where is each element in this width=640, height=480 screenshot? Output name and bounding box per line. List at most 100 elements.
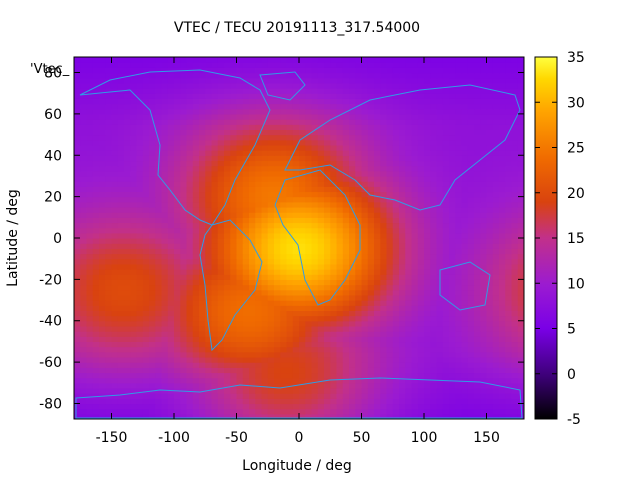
- heatmap-cell: [311, 144, 319, 151]
- heatmap-cell: [149, 62, 156, 68]
- heatmap-cell: [424, 413, 431, 419]
- heatmap-cell: [380, 119, 388, 125]
- heatmap-cell: [149, 181, 156, 187]
- heatmap-cell: [449, 160, 456, 167]
- heatmap-cell: [111, 232, 119, 239]
- heatmap-cell: [99, 320, 106, 327]
- heatmap-cell: [299, 98, 306, 105]
- heatmap-cell: [211, 196, 219, 203]
- heatmap-cell: [330, 336, 338, 343]
- heatmap-cell: [224, 170, 231, 177]
- heatmap-cell: [167, 232, 175, 239]
- heatmap-cell: [142, 108, 150, 115]
- heatmap-cell: [236, 284, 244, 291]
- heatmap-cell: [511, 331, 519, 337]
- heatmap-cell: [449, 98, 456, 105]
- heatmap-cell: [274, 108, 281, 115]
- heatmap-cell: [367, 144, 375, 151]
- heatmap-cell: [442, 144, 450, 151]
- heatmap-cell: [186, 186, 194, 193]
- heatmap-cell: [361, 144, 369, 151]
- heatmap-cell: [386, 62, 394, 68]
- heatmap-cell: [455, 62, 463, 68]
- heatmap-cell: [374, 408, 381, 415]
- heatmap-cell: [236, 289, 244, 296]
- heatmap-cell: [374, 124, 381, 130]
- heatmap-cell: [261, 93, 269, 99]
- heatmap-cell: [367, 300, 375, 306]
- heatmap-cell: [374, 222, 381, 229]
- heatmap-cell: [499, 160, 506, 167]
- heatmap-cell: [399, 170, 406, 177]
- heatmap-cell: [317, 336, 325, 343]
- heatmap-cell: [467, 98, 475, 105]
- heatmap-cell: [392, 155, 400, 162]
- heatmap-cell: [124, 232, 131, 239]
- heatmap-cell: [461, 382, 469, 389]
- heatmap-cell: [417, 351, 425, 358]
- heatmap-cell: [124, 393, 131, 399]
- heatmap-cell: [349, 253, 356, 260]
- heatmap-cell: [167, 382, 175, 389]
- heatmap-cell: [399, 222, 406, 229]
- heatmap-cell: [361, 289, 369, 296]
- heatmap-cell: [492, 129, 500, 136]
- heatmap-cell: [142, 150, 150, 156]
- heatmap-cell: [411, 129, 419, 136]
- heatmap-cell: [217, 191, 225, 198]
- heatmap-cell: [255, 72, 263, 79]
- heatmap-cell: [336, 413, 344, 419]
- heatmap-cell: [392, 181, 400, 187]
- heatmap-cell: [80, 238, 88, 244]
- heatmap-cell: [192, 284, 200, 291]
- heatmap-cell: [224, 186, 231, 193]
- heatmap-cell: [99, 212, 106, 218]
- heatmap-cell: [124, 212, 131, 218]
- heatmap-cell: [461, 212, 469, 218]
- heatmap-cell: [411, 175, 419, 182]
- heatmap-cell: [505, 124, 513, 130]
- heatmap-cell: [342, 382, 350, 389]
- heatmap-cell: [86, 248, 94, 255]
- heatmap-cell: [330, 269, 338, 275]
- heatmap-cell: [267, 284, 275, 291]
- heatmap-cell: [92, 139, 100, 146]
- heatmap-cell: [242, 103, 250, 110]
- heatmap-cell: [374, 212, 381, 218]
- heatmap-cell: [449, 150, 456, 156]
- heatmap-cell: [499, 175, 506, 182]
- heatmap-cell: [311, 258, 319, 265]
- heatmap-cell: [211, 362, 219, 368]
- heatmap-cell: [211, 155, 219, 162]
- heatmap-cell: [317, 67, 325, 74]
- heatmap-cell: [486, 331, 494, 337]
- heatmap-cell: [467, 300, 475, 306]
- heatmap-cell: [124, 351, 131, 358]
- heatmap-cell: [317, 191, 325, 198]
- heatmap-cell: [486, 315, 494, 322]
- heatmap-cell: [436, 139, 444, 146]
- heatmap-cell: [117, 305, 125, 311]
- heatmap-cell: [217, 269, 225, 275]
- heatmap-cell: [105, 274, 113, 280]
- heatmap-cell: [461, 315, 469, 322]
- heatmap-cell: [242, 325, 250, 332]
- heatmap-cell: [386, 196, 394, 203]
- heatmap-cell: [92, 181, 100, 187]
- heatmap-cell: [317, 294, 325, 301]
- heatmap-cell: [255, 289, 263, 296]
- heatmap-cell: [130, 398, 138, 405]
- heatmap-cell: [411, 274, 419, 280]
- heatmap-cell: [405, 77, 413, 84]
- heatmap-cell: [386, 269, 394, 275]
- heatmap-cell: [199, 196, 206, 203]
- heatmap-cell: [130, 144, 138, 151]
- heatmap-cell: [261, 289, 269, 296]
- heatmap-cell: [486, 279, 494, 286]
- heatmap-cell: [86, 279, 94, 286]
- heatmap-cell: [155, 57, 163, 63]
- heatmap-cell: [211, 341, 219, 348]
- heatmap-cell: [361, 372, 369, 379]
- heatmap-cell: [455, 294, 463, 301]
- heatmap-cell: [267, 108, 275, 115]
